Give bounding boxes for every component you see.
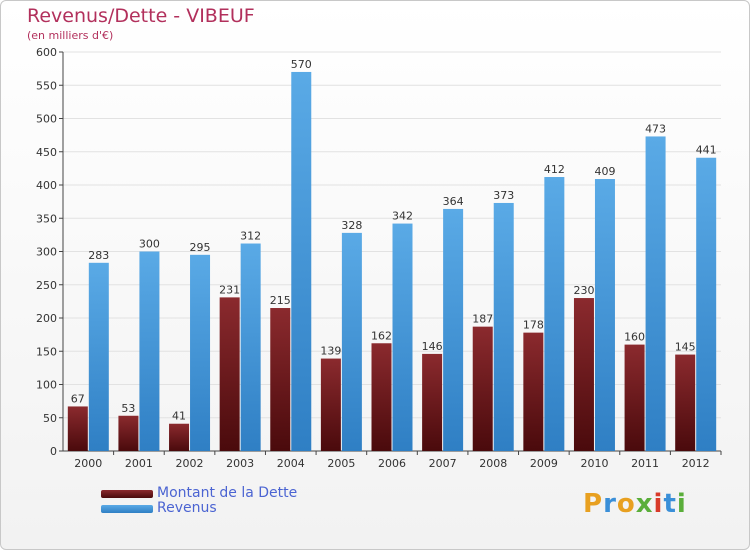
bar-revenus xyxy=(240,243,261,451)
y-tick-label: 600 xyxy=(36,46,57,59)
logo-letter: P xyxy=(583,489,604,519)
x-tick-label: 2001 xyxy=(125,457,153,470)
legend-label-dette: Montant de la Dette xyxy=(157,485,298,501)
proxiti-logo: Proxiti xyxy=(583,489,687,519)
x-tick-label: 2006 xyxy=(378,457,406,470)
y-tick-label: 400 xyxy=(36,179,57,192)
legend-label-revenus: Revenus xyxy=(157,500,217,516)
data-label-revenus: 373 xyxy=(493,189,514,202)
bar-revenus xyxy=(341,232,362,451)
x-tick-label: 2007 xyxy=(429,457,457,470)
bar-dette xyxy=(371,343,392,451)
data-label-dette: 187 xyxy=(472,313,493,326)
y-tick-label: 550 xyxy=(36,79,57,92)
logo-letter: t xyxy=(663,489,677,519)
bar-dette xyxy=(320,358,341,451)
bar-dette xyxy=(675,354,696,451)
bar-revenus xyxy=(190,254,211,451)
bar-dette xyxy=(573,298,594,451)
logo-letter: i xyxy=(676,489,687,519)
data-label-dette: 145 xyxy=(675,341,696,354)
data-label-revenus: 342 xyxy=(392,210,413,223)
data-label-revenus: 328 xyxy=(341,219,362,232)
x-tick-label: 2005 xyxy=(327,457,355,470)
bar-revenus xyxy=(594,179,615,451)
bar-dette xyxy=(67,406,88,451)
data-label-revenus: 312 xyxy=(240,230,261,243)
data-label-dette: 162 xyxy=(371,329,392,342)
x-tick-label: 2003 xyxy=(226,457,254,470)
data-label-dette: 139 xyxy=(320,345,341,358)
data-label-revenus: 295 xyxy=(190,241,211,254)
data-label-dette: 178 xyxy=(523,319,544,332)
x-tick-label: 2002 xyxy=(176,457,204,470)
bar-dette xyxy=(624,344,645,451)
y-tick-label: 250 xyxy=(36,279,57,292)
data-label-revenus: 300 xyxy=(139,238,160,251)
chart-subtitle: (en milliers d'€) xyxy=(27,29,114,42)
data-label-dette: 67 xyxy=(71,392,85,405)
data-label-dette: 231 xyxy=(219,283,240,296)
bar-dette xyxy=(270,308,291,451)
logo-letter: x xyxy=(635,489,654,519)
data-label-revenus: 473 xyxy=(645,122,666,135)
chart-title: Revenus/Dette - VIBEUF xyxy=(27,5,255,27)
data-label-dette: 230 xyxy=(573,284,594,297)
bar-revenus xyxy=(696,157,717,452)
bar-revenus xyxy=(544,177,565,451)
x-tick-label: 2000 xyxy=(74,457,102,470)
logo-letter: i xyxy=(653,489,664,519)
bar-dette xyxy=(118,415,139,451)
bar-dette xyxy=(472,326,493,451)
y-tick-label: 200 xyxy=(36,312,57,325)
bar-dette xyxy=(169,423,190,451)
y-tick-label: 50 xyxy=(43,412,57,425)
bar-revenus xyxy=(493,202,514,451)
bar-revenus xyxy=(392,223,413,451)
data-label-revenus: 441 xyxy=(696,144,717,157)
data-label-revenus: 412 xyxy=(544,163,565,176)
x-tick-label: 2012 xyxy=(682,457,710,470)
y-tick-label: 450 xyxy=(36,146,57,159)
data-label-revenus: 409 xyxy=(594,165,615,178)
y-tick-label: 300 xyxy=(36,246,57,259)
data-label-dette: 160 xyxy=(624,331,645,344)
data-label-dette: 215 xyxy=(270,294,291,307)
bar-revenus xyxy=(139,251,160,451)
legend-swatch-dette xyxy=(101,490,153,498)
x-tick-label: 2011 xyxy=(631,457,659,470)
data-label-revenus: 283 xyxy=(88,249,109,262)
x-tick-label: 2008 xyxy=(479,457,507,470)
bar-revenus xyxy=(291,71,312,451)
y-tick-label: 100 xyxy=(36,379,57,392)
logo-letter: r xyxy=(603,489,617,519)
data-label-revenus: 364 xyxy=(443,195,464,208)
bar-dette xyxy=(219,297,240,451)
x-tick-label: 2004 xyxy=(277,457,305,470)
data-label-dette: 41 xyxy=(172,410,186,423)
y-tick-label: 350 xyxy=(36,212,57,225)
legend-swatch-revenus xyxy=(101,505,153,513)
data-label-dette: 53 xyxy=(121,402,135,415)
bar-revenus xyxy=(645,136,666,451)
y-tick-label: 0 xyxy=(50,445,57,458)
bar-revenus xyxy=(443,208,464,451)
x-tick-label: 2009 xyxy=(530,457,558,470)
y-tick-label: 500 xyxy=(36,113,57,126)
data-label-revenus: 570 xyxy=(291,58,312,71)
bar-dette xyxy=(422,353,443,451)
bar-dette xyxy=(523,332,544,451)
logo-letter: o xyxy=(616,489,636,519)
y-tick-label: 150 xyxy=(36,345,57,358)
x-tick-label: 2010 xyxy=(580,457,608,470)
data-label-dette: 146 xyxy=(422,340,443,353)
bar-revenus xyxy=(88,262,109,451)
